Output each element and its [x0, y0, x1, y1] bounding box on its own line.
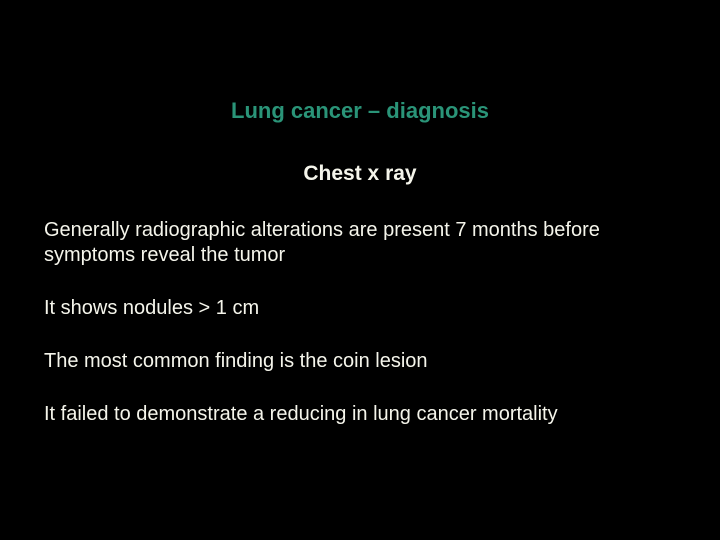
paragraph: It failed to demonstrate a reducing in l… — [44, 402, 676, 427]
slide: Lung cancer – diagnosis Chest x ray Gene… — [0, 0, 720, 540]
paragraph: Generally radiographic alterations are p… — [44, 218, 676, 268]
slide-title: Lung cancer – diagnosis — [0, 98, 720, 124]
paragraph: It shows nodules > 1 cm — [44, 296, 676, 321]
slide-body: Generally radiographic alterations are p… — [44, 218, 676, 455]
paragraph: The most common finding is the coin lesi… — [44, 349, 676, 374]
slide-subtitle: Chest x ray — [0, 162, 720, 186]
